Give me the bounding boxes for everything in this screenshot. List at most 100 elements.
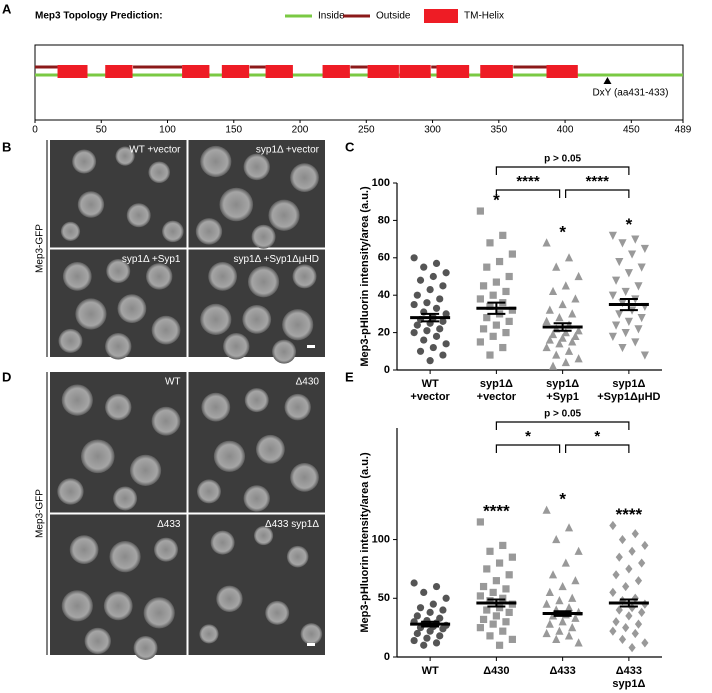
cell [200, 145, 232, 178]
bracket-label: p > 0.05 [544, 154, 581, 165]
cell [282, 309, 314, 341]
data-point [479, 615, 488, 624]
significance-bracket [565, 189, 630, 198]
x-tick-label: syp1Δ [480, 378, 513, 390]
data-point [542, 599, 551, 608]
cell [84, 627, 111, 655]
x-tick-label: syp1Δ [612, 378, 645, 390]
cell [58, 328, 83, 353]
x-tick-label: 100 [159, 125, 176, 136]
significance-label: * [559, 490, 566, 509]
data-point [413, 291, 421, 299]
cell [208, 261, 238, 291]
data-point [548, 611, 558, 620]
data-point [548, 570, 558, 579]
data-point [545, 335, 554, 344]
data-point [631, 593, 639, 603]
data-point [624, 269, 633, 278]
cell [106, 259, 131, 283]
tm-helix [265, 65, 293, 78]
significance-label: **** [483, 501, 510, 520]
data-point [548, 361, 558, 370]
data-point [574, 638, 583, 647]
data-point [548, 286, 558, 296]
data-point [410, 636, 418, 645]
data-point [423, 299, 431, 307]
data-point [476, 624, 484, 632]
data-point [442, 310, 450, 318]
data-point [502, 329, 510, 337]
x-tick-label: +vector [477, 391, 517, 403]
cell [126, 203, 151, 228]
data-point [508, 306, 516, 314]
data-point [436, 325, 444, 333]
cell [265, 600, 290, 625]
x-tick-label: 489 [675, 125, 692, 136]
data-point [508, 250, 516, 258]
cell [216, 585, 243, 612]
data-point [638, 607, 646, 617]
data-point [618, 634, 627, 644]
cell [290, 462, 319, 492]
data-point [479, 582, 488, 591]
bracket-label: **** [586, 173, 610, 190]
tm-helix [322, 65, 350, 78]
panel-letter: C [345, 139, 355, 154]
cell [253, 525, 274, 546]
cell [247, 266, 280, 298]
x-tick-label: Δ433 [549, 665, 575, 677]
annotation-marker [603, 77, 612, 84]
data-point [476, 295, 484, 303]
data-point [432, 304, 441, 312]
data-point [641, 638, 649, 648]
data-point [640, 351, 649, 360]
data-point [499, 541, 507, 550]
data-point [416, 604, 425, 612]
data-point [622, 581, 630, 592]
data-point [555, 596, 564, 605]
data-point [410, 579, 418, 587]
data-point [621, 329, 630, 338]
y-axis-label: Mep3-pHluorin intensity/area (a.u.) [359, 452, 371, 633]
data-point [420, 588, 428, 597]
data-point [612, 617, 620, 627]
data-point [628, 603, 636, 613]
cell [290, 163, 319, 193]
data-point [564, 523, 574, 532]
data-point [439, 351, 447, 359]
cell [243, 153, 270, 181]
micrograph-label: Δ433 [157, 519, 181, 530]
data-point [436, 632, 444, 640]
data-point [561, 357, 570, 367]
cell [219, 187, 254, 222]
data-point [416, 347, 425, 355]
cell [61, 384, 93, 416]
y-axis-label: Mep3-pHluorin intensity/area (a.u.) [359, 186, 371, 367]
cell [77, 191, 105, 218]
panel-letter: D [2, 369, 11, 384]
cell [113, 486, 138, 511]
cell [300, 623, 323, 645]
data-point [574, 546, 583, 555]
data-point [502, 585, 510, 593]
y-tick-label: 80 [378, 214, 390, 226]
cell [251, 224, 276, 249]
data-point [420, 336, 428, 344]
cell [243, 485, 270, 512]
y-tick-label: 100 [372, 533, 390, 545]
cell [115, 146, 135, 166]
data-point [542, 316, 551, 325]
data-point [634, 325, 643, 334]
tm-helix [105, 65, 133, 78]
data-point [618, 239, 627, 248]
panel-letter: E [345, 369, 354, 384]
data-point [426, 627, 434, 635]
significance-bracket [495, 421, 630, 430]
tm-helix [57, 65, 88, 78]
data-point [574, 354, 583, 363]
significance-label: * [626, 215, 633, 234]
data-point [552, 634, 561, 643]
data-point [410, 329, 418, 337]
data-point [608, 291, 617, 300]
data-point [486, 632, 494, 640]
